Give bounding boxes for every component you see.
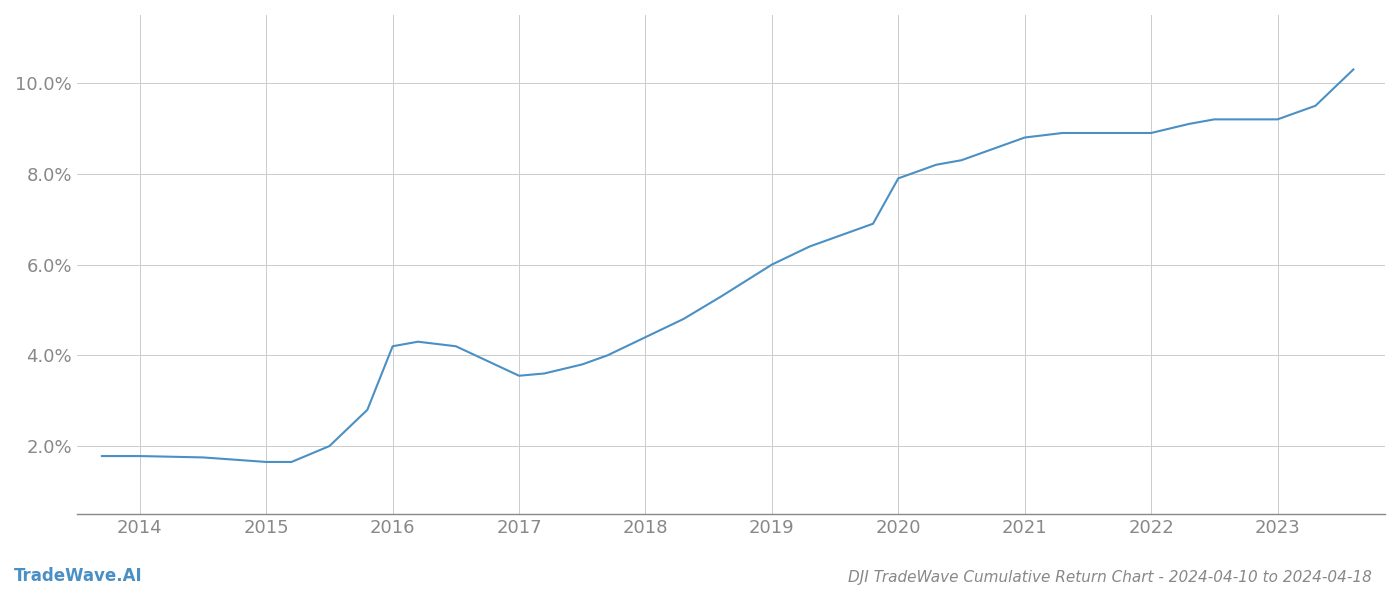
Text: DJI TradeWave Cumulative Return Chart - 2024-04-10 to 2024-04-18: DJI TradeWave Cumulative Return Chart - … xyxy=(848,570,1372,585)
Text: TradeWave.AI: TradeWave.AI xyxy=(14,567,143,585)
